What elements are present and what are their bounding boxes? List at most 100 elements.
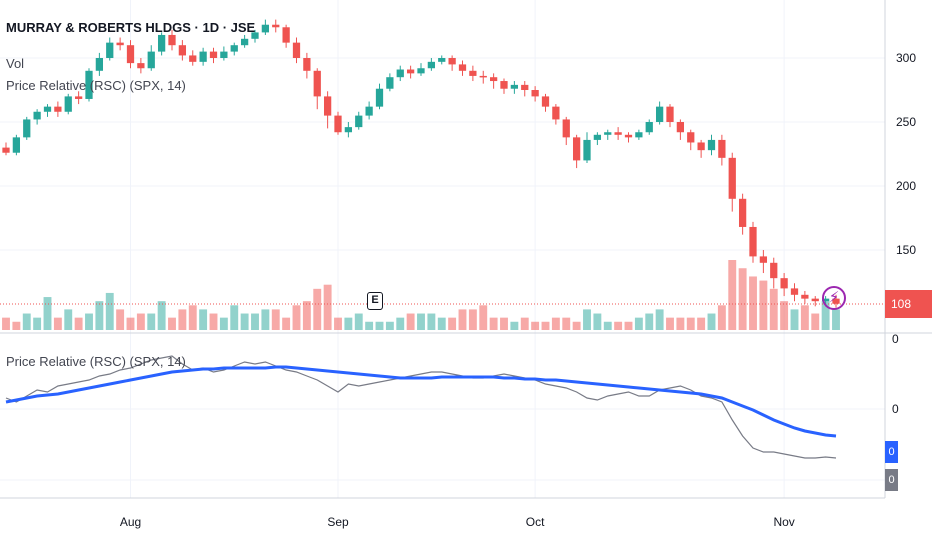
candle-body [707,139,716,151]
volume-bar [417,313,425,330]
candle-body [33,111,41,120]
price-axis[interactable]: 300 250 200 150 0 0 [892,51,916,416]
candle-body [126,45,135,64]
volume-bar [178,309,187,330]
candle-body [406,69,415,74]
candle-body [43,106,52,112]
volume-legend[interactable]: Vol [6,56,25,71]
volume-bar [385,321,394,330]
volume-bar [500,317,508,330]
volume-bar [458,309,467,330]
indicator-legend-lower[interactable]: Price Relative (RSC) (SPX, 14) [6,354,186,369]
volume-bar [313,288,322,330]
candle-body [23,119,31,138]
volume-bar [593,313,602,330]
candle-body [344,127,353,133]
volume-bar [323,284,332,330]
price-tick-label: 150 [896,243,916,257]
candle-body [199,51,207,62]
volume-bar [375,321,384,330]
volume-bar [811,313,820,330]
candle-body [137,63,145,69]
volume-bar [790,309,799,330]
time-axis[interactable]: Aug Sep Oct Nov [120,515,795,529]
candle-body [54,106,62,112]
candle-body [593,134,602,140]
volume-bar [749,276,757,330]
volume-bar [209,313,218,330]
earnings-marker[interactable]: E [367,292,383,310]
volume-bar [489,317,498,330]
candle-body [282,27,290,43]
candle-body [417,68,425,74]
candle-body [469,70,477,76]
volume-bar [551,317,560,330]
rsc-value-tag: 0 [885,441,898,463]
candle-body [251,32,259,39]
volume-bar [136,313,145,330]
volume-bar [302,301,311,330]
volume-bar [240,313,249,330]
candle-body [780,278,788,289]
candle-body [334,115,342,133]
volume-bar [583,309,591,330]
candle-body [375,88,384,107]
volume-bar [562,317,571,330]
candle-body [697,142,705,151]
volume-bar [105,292,114,330]
volume-bar [334,317,342,330]
volume-bar [427,313,436,330]
volume-bar [406,313,415,330]
volume-bar [292,305,301,330]
candle-body [738,198,747,227]
rsc-tick-label: 0 [892,332,899,346]
time-tick-label: Nov [773,515,794,529]
volume-bar [572,321,581,330]
volume-bar [2,317,10,330]
volume-bar [624,321,633,330]
volume-bar [354,313,363,330]
volume-bar [168,317,176,330]
candle-body [604,132,612,135]
candle-body [240,38,249,46]
volume-bar [531,321,540,330]
rsc-pane [5,355,837,459]
rsc-line [5,365,837,438]
candle-body [74,96,83,99]
volume-bar [282,317,291,330]
volume-bar [686,317,695,330]
candle-body [531,90,539,97]
volume-bar [614,321,623,330]
candle-body [261,24,270,33]
volume-bar [230,305,239,330]
volume-bar [157,301,166,330]
candle-body [95,58,104,71]
flash-icon[interactable]: ⚡ [822,286,846,310]
volume-bar [74,317,83,330]
volume-bar [728,260,737,330]
candle-body [541,96,550,107]
candle-body [676,122,685,133]
volume-bar [479,305,488,330]
candle-body [106,42,114,58]
volume-bar [396,317,405,330]
volume-bar [64,309,73,330]
volume-bar [147,313,156,330]
volume-bar [717,305,726,330]
volume-bar [634,317,643,330]
volume-bar [261,309,270,330]
candle-body [759,256,768,263]
candle-body [272,24,280,28]
candle-body [396,69,404,78]
candle-body [572,137,581,161]
candle-body [790,288,799,295]
volume-bar [251,313,259,330]
candle-body [583,139,591,161]
volume-bar [655,309,664,330]
candle-body [666,106,674,122]
candle-body [303,58,311,71]
volume-bar [344,317,353,330]
indicator-legend-top[interactable]: Price Relative (RSC) (SPX, 14) [6,78,186,93]
volume-bar [271,309,280,330]
